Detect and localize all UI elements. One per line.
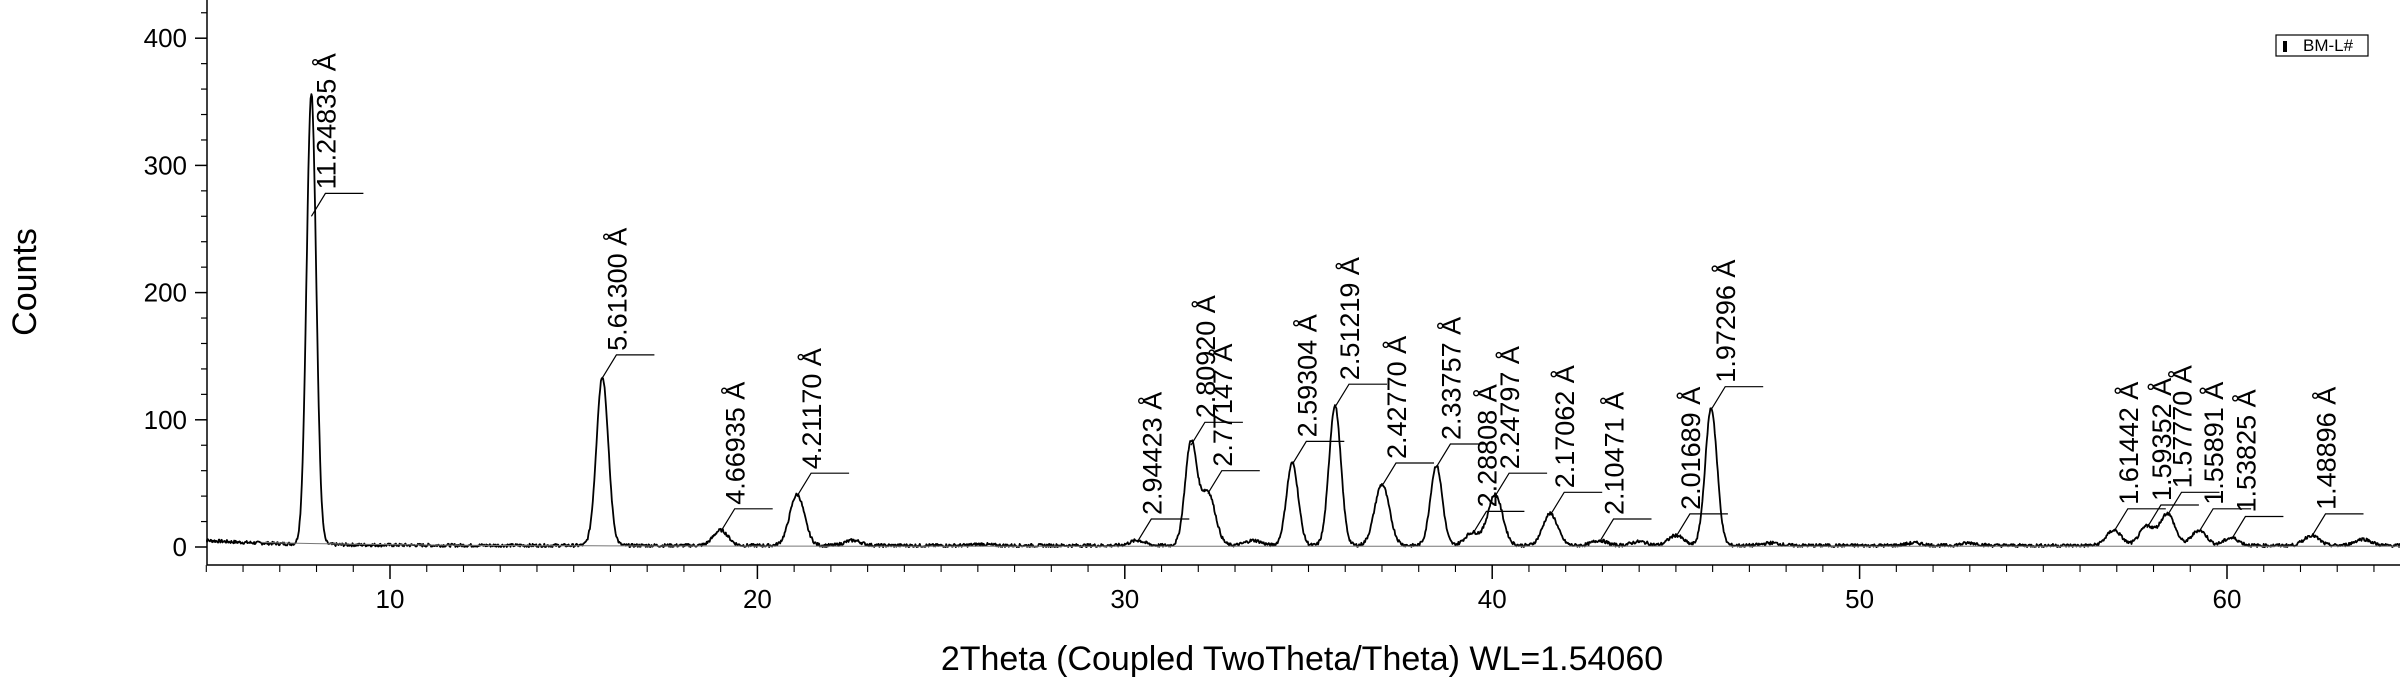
plot-area [206, 93, 2400, 548]
legend: BM-L# [2275, 34, 2369, 57]
y-tick-label: 400 [144, 23, 187, 53]
x-axis-label: 2Theta (Coupled TwoTheta/Theta) WL=1.540… [941, 640, 1663, 678]
peak-leader-line [2146, 504, 2199, 529]
peak-leader-line [1598, 518, 1652, 543]
peak-labels: 11.24835 Å 5.61300 Å 4.66935 Å 4.21170 Å 2.9… [310, 53, 2364, 543]
peak-label: 11.24835 Å [310, 53, 341, 189]
peak-leader-line [1710, 386, 1764, 410]
x-tick-label: 20 [743, 584, 772, 614]
x-tick-label: 10 [376, 584, 405, 614]
peak-label: 1.61442 Å [2113, 382, 2144, 505]
legend-swatch [2283, 41, 2287, 52]
peak-label: 1.53825 Å [2230, 389, 2261, 512]
peak-label: 2.01689 Å [1675, 387, 1706, 510]
legend-box [2275, 34, 2369, 57]
peak-label: 2.94423 Å [1136, 392, 1167, 515]
peak-leader-line [2230, 515, 2284, 540]
peak-label: 2.59304 Å [1291, 314, 1322, 437]
x-axis-ticks: 10 20 30 40 50 60 [205, 565, 2375, 614]
y-tick-label: 200 [144, 278, 187, 308]
peak-leader-line [1190, 421, 1243, 446]
peak-label: 2.77147 Å [1207, 344, 1238, 467]
x-tick-label: 40 [1478, 584, 1507, 614]
peak-leader-line [2198, 508, 2252, 533]
peak-label: 2.42770 Å [1381, 336, 1412, 459]
peak-label: 2.51219 Å [1334, 257, 1365, 380]
y-tick-label: 0 [173, 532, 187, 562]
peak-label: 4.66935 Å [720, 382, 751, 505]
background-curve [261, 541, 2400, 547]
peak-label: 4.21170 Å [796, 348, 827, 469]
peak-leader-line [1471, 510, 1525, 535]
peak-leader-line [1207, 470, 1260, 494]
peak-leader-line [1435, 443, 1489, 468]
peak-leader-line [796, 472, 850, 497]
peak-leader-line [720, 508, 773, 533]
peak-label: 1.48896 Å [2311, 387, 2342, 510]
peak-label: 2.10471 Å [1599, 392, 1630, 515]
peak-leader-line [1291, 440, 1345, 465]
y-axis-label: Counts [6, 228, 44, 336]
x-tick-label: 60 [2213, 584, 2242, 614]
peak-leader-line [2113, 508, 2166, 533]
legend-label: BM-L# [2303, 36, 2354, 55]
peak-leader-line [1334, 383, 1387, 408]
peak-leader-line [1494, 472, 1548, 497]
peak-leader-line [1381, 462, 1434, 487]
peak-label: 2.17062 Å [1549, 365, 1580, 488]
peak-leader-line [2310, 513, 2364, 538]
peak-label: 2.80920 Å [1190, 295, 1221, 418]
peak-label: 1.57770 Å [2167, 365, 2198, 488]
peak-label: 1.55891 Å [2198, 382, 2229, 505]
peak-leader-line [310, 192, 364, 217]
peak-label: 2.24797 Å [1494, 346, 1525, 469]
peak-leader-line [1136, 518, 1190, 543]
y-tick-label: 100 [144, 405, 187, 435]
peak-leader-line [1549, 491, 1603, 516]
peak-label: 5.61300 Å [601, 228, 632, 351]
y-axis-ticks: 0 100 200 300 400 [144, 12, 207, 562]
peak-leader-line [2166, 491, 2220, 516]
peak-leader-line [601, 354, 655, 379]
peak-label: 2.28808 Å [1471, 384, 1502, 507]
peak-leader-line [1675, 513, 1728, 538]
x-tick-label: 30 [1110, 584, 1139, 614]
x-tick-label: 50 [1845, 584, 1874, 614]
peak-label: 1.59352 Å [2146, 378, 2177, 501]
peak-label: 2.33757 Å [1435, 317, 1466, 440]
peak-label: 1.97296 Å [1710, 260, 1741, 383]
y-tick-label: 300 [144, 150, 187, 180]
